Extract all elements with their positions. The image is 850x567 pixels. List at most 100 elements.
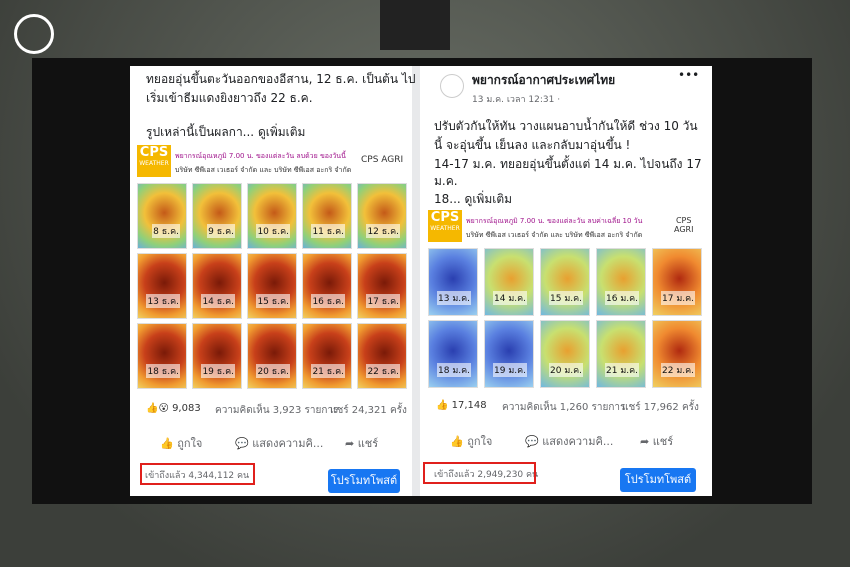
forecast-map[interactable]: 21 ธ.ค. <box>302 323 352 389</box>
forecast-map[interactable]: 16 ธ.ค. <box>302 253 352 319</box>
map-date: 20 ธ.ค. <box>256 364 290 378</box>
comment-button[interactable]: 💬 แสดงความคิ... <box>235 437 324 450</box>
shares[interactable]: แชร์ 17,962 ครั้ง <box>622 402 699 413</box>
partner: CPS AGRI <box>674 216 693 234</box>
map-date: 14 ธ.ค. <box>201 294 235 308</box>
map-date: 18 ธ.ค. <box>146 364 180 378</box>
partner-line: CPS <box>675 216 692 225</box>
see-more[interactable]: 18... ดูเพิ่มเติม <box>434 192 513 206</box>
map-date: 16 ม.ค. <box>605 291 639 305</box>
post-image[interactable]: CPS WEATHER พยากรณ์อุณหภูมิ 7.00 น. ของแต… <box>428 210 704 394</box>
forecast-map[interactable]: 17 ม.ค. <box>652 248 702 316</box>
map-date: 16 ธ.ค. <box>311 294 345 308</box>
map-date: 21 ม.ค. <box>605 363 639 377</box>
post-text: 14-17 ม.ค. ทยอยอุ่นขึ้นตั้งแต่ 14 ม.ค. ไ… <box>434 157 702 171</box>
forecast-map[interactable]: 21 ม.ค. <box>596 320 646 388</box>
page-name[interactable]: พยากรณ์อากาศประเทศไทย <box>472 73 616 87</box>
forecast-map[interactable]: 13 ม.ค. <box>428 248 478 316</box>
map-date: 14 ม.ค. <box>493 291 527 305</box>
post-text: เริ่มเข้าธีมแดงยิงยาวถึง 22 ธ.ค. <box>146 91 313 105</box>
post-time[interactable]: 13 ม.ค. เวลา 12:31 · <box>472 95 561 105</box>
map-date: 19 ม.ค. <box>493 363 527 377</box>
label: ถูกใจ <box>467 435 493 448</box>
forecast-map[interactable]: 22 ธ.ค. <box>357 323 407 389</box>
see-more[interactable]: รูปเหล่านี้เป็นผลกา... ดูเพิ่มเติม <box>146 125 306 139</box>
forecast-map[interactable]: 19 ม.ค. <box>484 320 534 388</box>
brand: CPS <box>430 210 460 225</box>
map-date: 22 ม.ค. <box>661 363 695 377</box>
map-date: 10 ธ.ค. <box>256 224 290 238</box>
like-button[interactable]: 👍 ถูกใจ <box>450 435 493 448</box>
comments[interactable]: ความคิดเห็น 3,923 รายการ <box>215 405 339 416</box>
reactions[interactable]: 9,083 <box>172 403 201 414</box>
reactions[interactable]: 17,148 <box>451 400 487 411</box>
partner-line: AGRI <box>674 225 694 234</box>
map-date: 21 ธ.ค. <box>311 364 345 378</box>
comment-button[interactable]: 💬 แสดงความคิ... <box>525 435 614 448</box>
forecast-map[interactable]: 14 ธ.ค. <box>192 253 242 319</box>
forecast-map[interactable]: 16 ม.ค. <box>596 248 646 316</box>
reach[interactable]: เข้าถึงแล้ว 4,344,112 คน <box>145 471 250 481</box>
forecast-map[interactable]: 18 ม.ค. <box>428 320 478 388</box>
forecast-map[interactable]: 19 ธ.ค. <box>192 323 242 389</box>
map-date: 13 ธ.ค. <box>146 294 180 308</box>
promote-button[interactable]: โปรโมทโพสต์ <box>620 468 696 492</box>
label: แสดงความคิ... <box>542 435 614 448</box>
map-date: 17 ธ.ค. <box>366 294 400 308</box>
map-date: 15 ม.ค. <box>549 291 583 305</box>
projector <box>380 0 450 50</box>
caption: พยากรณ์อุณหภูมิ 7.00 น. ของแต่ละวัน ลบค่… <box>466 217 643 225</box>
map-date: 19 ธ.ค. <box>201 364 235 378</box>
forecast-map[interactable]: 18 ธ.ค. <box>137 323 187 389</box>
shares[interactable]: แชร์ 24,321 ครั้ง <box>330 405 407 416</box>
caption: พยากรณ์อุณหภูมิ 7.00 น. ของแต่ละวัน ลบด้… <box>175 152 346 160</box>
divider <box>412 66 420 496</box>
share-button[interactable]: ➦ แชร์ <box>345 437 379 450</box>
logo <box>14 14 54 54</box>
forecast-map[interactable]: 15 ธ.ค. <box>247 253 297 319</box>
map-date: 18 ม.ค. <box>437 363 471 377</box>
menu[interactable]: ••• <box>678 68 700 82</box>
page-avatar[interactable] <box>440 74 464 98</box>
label: แชร์ <box>357 437 379 450</box>
map-date: 20 ม.ค. <box>549 363 583 377</box>
reach[interactable]: เข้าถึงแล้ว 2,949,230 คน <box>434 470 539 480</box>
map-date: 8 ธ.ค. <box>152 224 180 238</box>
like-button[interactable]: 👍 ถูกใจ <box>160 437 203 450</box>
promote-button[interactable]: โปรโมทโพสต์ <box>328 469 400 493</box>
brand: CPS <box>139 145 169 160</box>
map-date: 15 ธ.ค. <box>256 294 290 308</box>
forecast-map[interactable]: 20 ธ.ค. <box>247 323 297 389</box>
forecast-map[interactable]: 15 ม.ค. <box>540 248 590 316</box>
map-date: 22 ธ.ค. <box>366 364 400 378</box>
caption: บริษัท ซีพีเอส เวเธอร์ จำกัด และ บริษัท … <box>175 166 352 174</box>
post-text: ปรับตัวกันให้ทัน วางแผนอาบน้ำกันให้ดี ช่… <box>434 119 698 133</box>
post-image[interactable]: CPS WEATHER พยากรณ์อุณหภูมิ 7.00 น. ของแต… <box>137 143 407 395</box>
forecast-map[interactable]: 20 ม.ค. <box>540 320 590 388</box>
forecast-map[interactable]: 17 ธ.ค. <box>357 253 407 319</box>
map-date: 17 ม.ค. <box>661 291 695 305</box>
map-date: 12 ธ.ค. <box>366 224 400 238</box>
brand-logo: CPS WEATHER <box>428 210 462 242</box>
brand: WEATHER <box>139 160 169 167</box>
comments[interactable]: ความคิดเห็น 1,260 รายการ <box>502 402 626 413</box>
share-button[interactable]: ➦ แชร์ <box>640 435 674 448</box>
map-date: 9 ธ.ค. <box>207 224 235 238</box>
forecast-map[interactable]: 14 ม.ค. <box>484 248 534 316</box>
forecast-map[interactable]: 11 ธ.ค. <box>302 183 352 249</box>
highlight-box <box>423 462 536 484</box>
brand-logo: CPS WEATHER <box>137 145 171 177</box>
forecast-map[interactable]: 12 ธ.ค. <box>357 183 407 249</box>
forecast-map[interactable]: 13 ธ.ค. <box>137 253 187 319</box>
forecast-map[interactable]: 10 ธ.ค. <box>247 183 297 249</box>
partner: CPS AGRI <box>361 155 404 165</box>
highlight-box <box>140 463 255 485</box>
label: แสดงความคิ... <box>252 437 324 450</box>
forecast-map[interactable]: 8 ธ.ค. <box>137 183 187 249</box>
forecast-map[interactable]: 22 ม.ค. <box>652 320 702 388</box>
label: แชร์ <box>652 435 674 448</box>
caption: บริษัท ซีพีเอส เวเธอร์ จำกัด และ บริษัท … <box>466 231 643 239</box>
post-text: นี้ จะอุ่นขึ้น เย็นลง และกลับมาอุ่นขึ้น … <box>434 138 631 152</box>
forecast-map[interactable]: 9 ธ.ค. <box>192 183 242 249</box>
post-text: ทยอยอุ่นขึ้นตะวันออกของอีสาน, 12 ธ.ค. เป… <box>146 72 416 86</box>
